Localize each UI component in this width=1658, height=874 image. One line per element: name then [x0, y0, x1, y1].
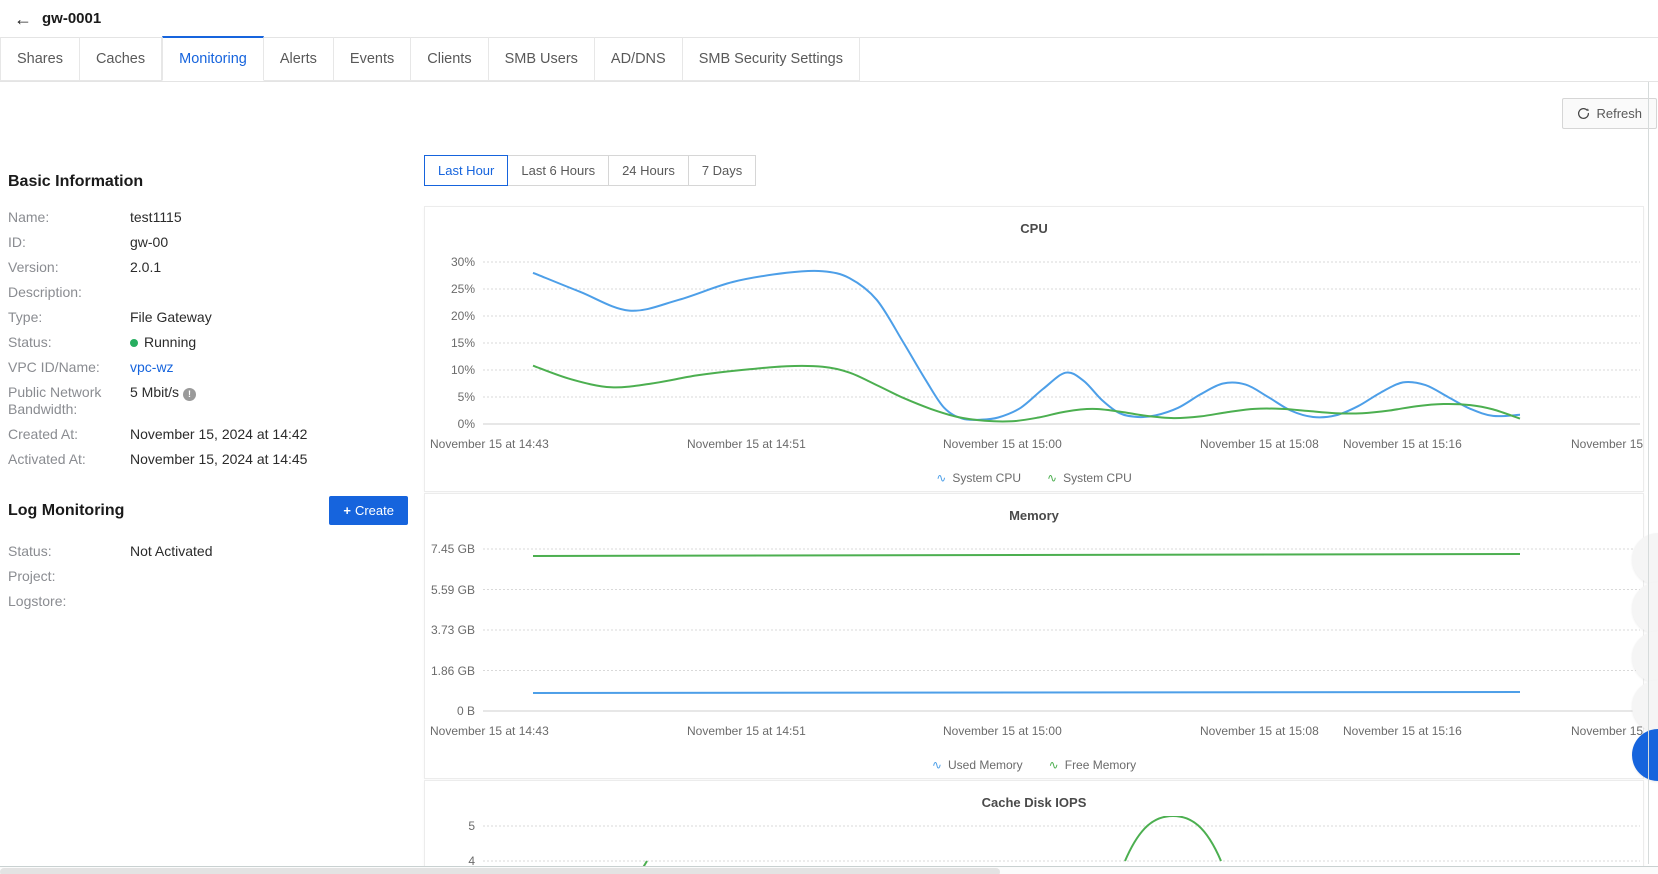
svg-text:November 15 at: November 15 at: [1571, 724, 1645, 738]
svg-text:November 15 at 15:08: November 15 at 15:08: [1200, 437, 1319, 451]
svg-text:November 15 at 15:00: November 15 at 15:00: [943, 437, 1062, 451]
svg-text:November 15 at 15:08: November 15 at 15:08: [1200, 724, 1319, 738]
svg-text:3.73 GB: 3.73 GB: [431, 623, 475, 637]
svg-text:November 15 at 1: November 15 at 1: [1571, 437, 1645, 451]
svg-text:November 15 at 14:51: November 15 at 14:51: [687, 724, 806, 738]
svg-text:20%: 20%: [451, 309, 475, 323]
svg-text:30%: 30%: [451, 255, 475, 269]
svg-text:1.86 GB: 1.86 GB: [431, 664, 475, 678]
svg-text:November 15 at 15:16: November 15 at 15:16: [1343, 437, 1462, 451]
svg-text:November 15 at 15:00: November 15 at 15:00: [943, 724, 1062, 738]
svg-text:November 15 at 14:51: November 15 at 14:51: [687, 437, 806, 451]
svg-text:5.59 GB: 5.59 GB: [431, 583, 475, 597]
svg-text:10%: 10%: [451, 363, 475, 377]
svg-text:5%: 5%: [458, 390, 476, 404]
svg-text:November 15 at 14:43: November 15 at 14:43: [430, 437, 549, 451]
svg-text:15%: 15%: [451, 336, 475, 350]
svg-text:7.45 GB: 7.45 GB: [431, 542, 475, 556]
svg-text:November 15 at 15:16: November 15 at 15:16: [1343, 724, 1462, 738]
svg-text:25%: 25%: [451, 282, 475, 296]
svg-text:0 B: 0 B: [457, 704, 475, 718]
svg-text:0%: 0%: [458, 417, 476, 431]
svg-text:November 15 at 14:43: November 15 at 14:43: [430, 724, 549, 738]
svg-text:5: 5: [468, 819, 475, 833]
